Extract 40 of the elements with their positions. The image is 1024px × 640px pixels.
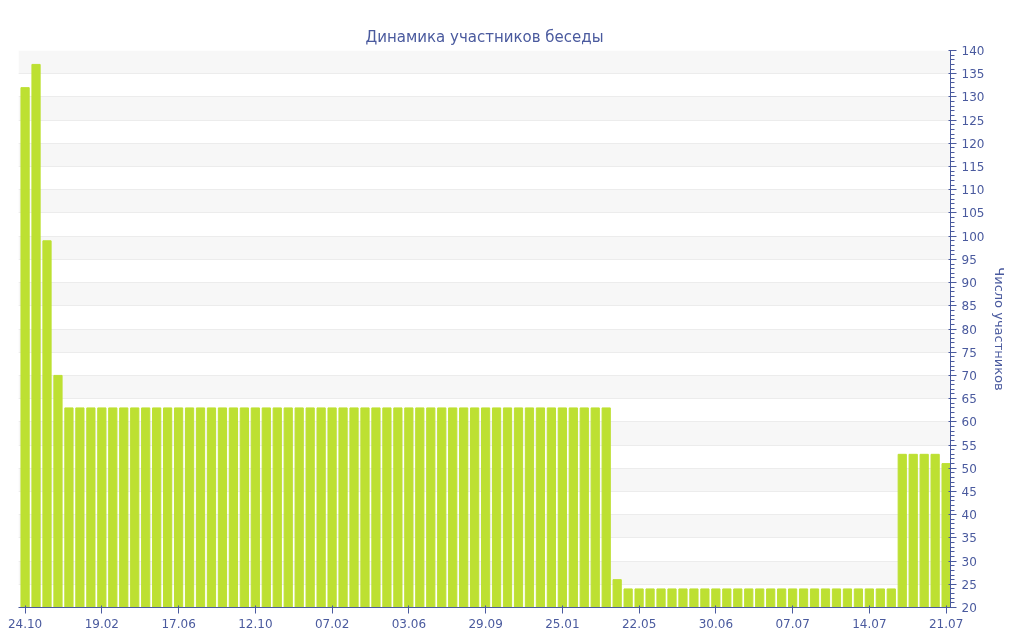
y-tick-label: 110 — [961, 183, 985, 198]
y-tick-label: 40 — [961, 508, 977, 523]
chart-title: Динамика участников беседы — [365, 27, 604, 46]
x-tick-label: 21.07 — [928, 616, 964, 631]
y-tick-label: 115 — [961, 160, 985, 175]
x-tick-label: 25.01 — [545, 616, 580, 631]
y-tick-label: 60 — [961, 415, 977, 430]
x-tick-label: 07.07 — [775, 616, 810, 631]
x-tick-label: 03.06 — [391, 616, 427, 631]
x-tick-label: 19.02 — [84, 616, 120, 631]
y-tick-label: 140 — [961, 44, 985, 58]
x-tick-label: 17.06 — [161, 616, 196, 631]
y-tick-label: 85 — [961, 299, 977, 314]
y-tick-label: 30 — [961, 554, 977, 569]
y-tick-label: 50 — [961, 461, 977, 476]
x-tick-label: 29.09 — [468, 616, 503, 631]
y-tick-label: 70 — [961, 368, 977, 383]
x-tick-label: 12.10 — [238, 616, 273, 631]
x-tick-label: 30.06 — [698, 616, 734, 631]
y-tick-label: 25 — [961, 577, 977, 592]
y-tick-label: 95 — [961, 252, 977, 267]
y-tick-label: 75 — [961, 345, 977, 360]
y-tick-label: 80 — [961, 322, 977, 337]
x-tick-label: 24.10 — [7, 616, 43, 631]
y-tick-label: 105 — [961, 206, 985, 221]
y-tick-label: 135 — [961, 67, 985, 82]
y-tick-label: 130 — [961, 90, 985, 105]
y-axis-title: Число участников — [992, 267, 1008, 391]
x-tick-label: 14.07 — [852, 616, 887, 631]
y-tick-label: 20 — [961, 601, 977, 615]
y-tick-label: 55 — [961, 438, 977, 453]
y-tick-label: 100 — [961, 229, 985, 244]
y-tick-label: 65 — [961, 392, 977, 407]
x-tick-label: 07.02 — [314, 616, 350, 631]
x-tick-label: 22.05 — [621, 616, 657, 631]
y-tick-label: 45 — [961, 484, 977, 499]
y-tick-label: 35 — [961, 531, 977, 546]
y-tick-label: 90 — [961, 276, 977, 291]
y-tick-label: 125 — [961, 113, 985, 128]
y-tick-label: 120 — [961, 136, 985, 151]
